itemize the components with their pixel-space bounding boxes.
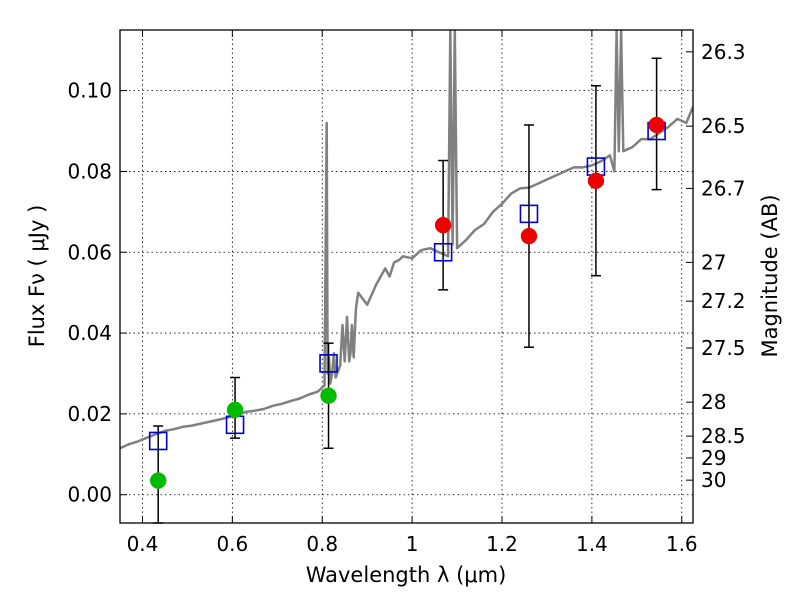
photometry-points xyxy=(149,116,665,489)
mag-tick-label: 28 xyxy=(701,390,726,414)
y-tick-label: 0.10 xyxy=(67,79,112,103)
y2-axis-label: Magnitude (AB) xyxy=(758,194,782,357)
data-point xyxy=(149,472,167,489)
mag-tick-label: 27 xyxy=(701,250,726,274)
y-tick-label: 0.00 xyxy=(67,483,112,507)
data-point xyxy=(520,227,538,245)
x-tick-label: 1.4 xyxy=(576,532,608,556)
x-tick-label: 1.2 xyxy=(486,532,518,556)
sed-model-curve xyxy=(120,30,693,450)
y-axis-label: Flux Fν ( μJy ) xyxy=(25,205,49,348)
grid xyxy=(120,30,693,523)
x-tick-label: 0.4 xyxy=(127,532,159,556)
model-band-square xyxy=(319,354,338,373)
sed-model-line xyxy=(120,30,693,450)
data-point xyxy=(226,401,244,419)
mag-tick-label: 30 xyxy=(701,468,726,492)
data-point xyxy=(587,172,605,189)
y-tick-label: 0.08 xyxy=(67,159,112,183)
mag-tick-label: 27.5 xyxy=(701,336,746,360)
mag-tick-label: 27.2 xyxy=(701,289,746,313)
data-point xyxy=(648,116,665,134)
model-band-square xyxy=(519,204,539,224)
y-tick-label: 0.06 xyxy=(67,240,112,264)
x-tick-label: 0.6 xyxy=(216,532,248,556)
axis-ticks: 0.4 0.6 0.8 1 1.2 1.4 1.6 0.00 0.02 0.04 0.06 0.08 0… xyxy=(67,30,746,556)
data-point xyxy=(434,216,452,234)
mag-tick-label: 26.5 xyxy=(701,114,746,138)
model-band-square xyxy=(148,431,168,451)
plot-area xyxy=(120,30,693,523)
mag-tick-label: 28.5 xyxy=(701,424,746,448)
data-point xyxy=(320,387,337,404)
plot-frame xyxy=(119,29,694,524)
x-tick-label: 1.6 xyxy=(666,532,698,556)
model-band-square xyxy=(433,242,453,262)
mag-tick-label: 26.3 xyxy=(701,40,746,64)
mag-tick-label: 26.7 xyxy=(701,176,746,200)
mag-tick-label: 29 xyxy=(701,446,726,470)
x-tick-label: 1 xyxy=(406,532,419,556)
x-axis-label: Wavelength λ (μm) xyxy=(306,563,507,587)
y-tick-label: 0.02 xyxy=(67,402,112,426)
y-tick-label: 0.04 xyxy=(67,321,112,345)
x-tick-label: 0.8 xyxy=(306,532,338,556)
